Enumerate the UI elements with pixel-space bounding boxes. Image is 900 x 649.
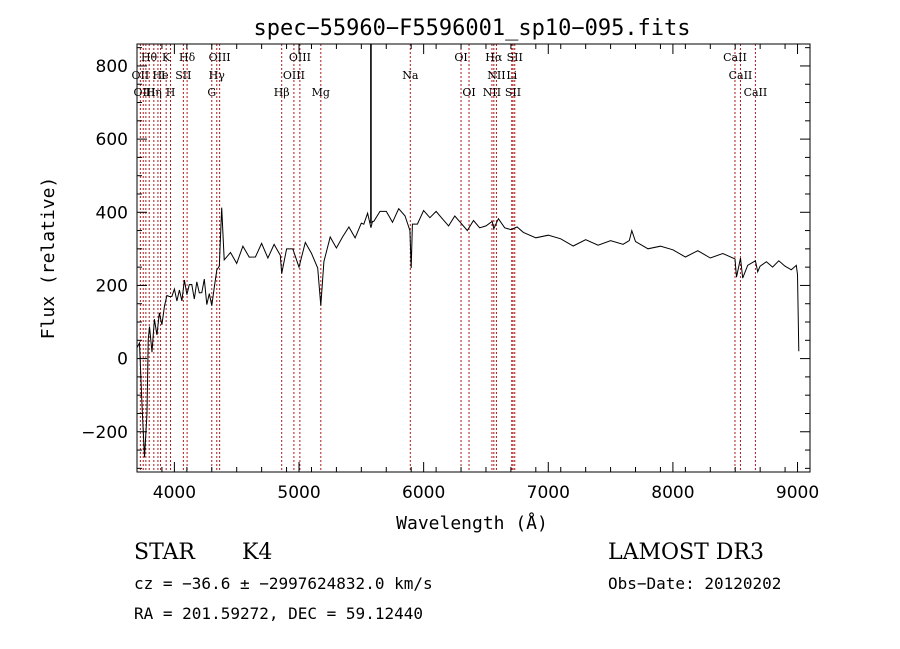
obs-date: Obs−Date: 20120202 xyxy=(608,574,782,593)
line-label-3: OIII xyxy=(209,51,231,64)
line-label-0: Hθ xyxy=(141,51,158,64)
x-tick-label-5: 9000 xyxy=(776,483,819,503)
line-label-13: Hγ xyxy=(209,69,226,82)
x-tick-label-2: 6000 xyxy=(402,483,445,503)
x-axis-label: Wavelength (Å) xyxy=(396,512,548,534)
line-label-1: K xyxy=(162,51,171,64)
line-label-9: OII xyxy=(132,69,150,82)
redshift-readout: cz = −36.6 ± −2997624832.0 km/s xyxy=(134,574,433,593)
line-label-7: SII xyxy=(507,51,523,64)
line-label-25: OI xyxy=(462,86,475,99)
x-tick-label-3: 7000 xyxy=(527,483,570,503)
line-label-5: OI xyxy=(454,51,467,64)
line-label-14: OIII xyxy=(283,69,305,82)
line-label-21: H xyxy=(166,86,176,99)
line-label-20: Hη xyxy=(146,86,162,99)
x-tick-label-1: 5000 xyxy=(277,483,320,503)
line-label-11: I xyxy=(161,69,165,82)
line-label-8: CaII xyxy=(723,51,747,64)
y-axis: −200 0 200 400 600 800 xyxy=(81,47,810,469)
line-label-22: G xyxy=(207,86,216,99)
line-label-12: SII xyxy=(175,69,191,82)
object-class: STAR xyxy=(134,540,195,565)
line-label-2: Hδ xyxy=(179,51,196,64)
coordinates: RA = 201.59272, DEC = 59.12440 xyxy=(134,604,423,623)
line-label-24: Mg xyxy=(312,86,330,99)
line-label-17: Li xyxy=(506,69,517,82)
line-label-6: Hα xyxy=(485,51,503,64)
y-tick-label-0: −200 xyxy=(81,423,128,443)
spectrum-line-0 xyxy=(136,207,800,458)
line-label-19: OIII xyxy=(133,86,155,99)
line-label-26: NII xyxy=(483,86,501,99)
y-tick-label-2: 200 xyxy=(96,276,128,296)
line-annotations: Hθ K Hδ OIII OIII OI Hα SII CaII OII HeI SII Hγ OIII N… xyxy=(132,51,768,99)
survey-name: LAMOST DR3 xyxy=(608,540,764,565)
line-label-27: SII xyxy=(505,86,521,99)
spectrum-series xyxy=(136,44,800,458)
line-label-28: CaII xyxy=(744,86,768,99)
line-label-23: Hβ xyxy=(274,86,290,99)
line-label-16: NII xyxy=(487,69,505,82)
y-tick-label-4: 600 xyxy=(96,130,128,150)
y-axis-label: Flux (relative) xyxy=(38,177,59,340)
plot-frame xyxy=(136,43,811,473)
x-tick-label-4: 8000 xyxy=(651,483,694,503)
x-tick-label-0: 4000 xyxy=(153,483,196,503)
x-axis: 4000 5000 6000 7000 8000 9000 xyxy=(136,44,819,503)
y-tick-label-5: 800 xyxy=(96,57,128,77)
y-tick-label-1: 0 xyxy=(117,350,128,370)
chart-title: spec−55960−F5596001_sp10−095.fits xyxy=(253,16,690,41)
reference-lines xyxy=(139,44,756,472)
line-label-15: Na xyxy=(402,69,419,82)
line-label-18: CaII xyxy=(729,69,753,82)
line-label-10: He xyxy=(153,69,169,82)
y-tick-label-3: 400 xyxy=(96,203,128,223)
object-subclass: K4 xyxy=(242,540,273,565)
line-label-4: OIII xyxy=(289,51,311,64)
